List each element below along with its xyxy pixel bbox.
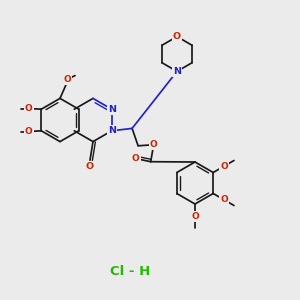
Text: O: O bbox=[220, 162, 228, 171]
Text: O: O bbox=[191, 212, 199, 221]
Text: N: N bbox=[108, 126, 116, 135]
Text: O: O bbox=[63, 75, 71, 84]
Text: O: O bbox=[173, 32, 181, 41]
Text: O: O bbox=[220, 195, 228, 204]
Text: O: O bbox=[86, 162, 94, 171]
Text: Cl - H: Cl - H bbox=[110, 265, 151, 278]
Text: O: O bbox=[150, 140, 158, 149]
Text: O: O bbox=[25, 127, 33, 136]
Text: O: O bbox=[132, 154, 140, 163]
Text: O: O bbox=[25, 104, 33, 113]
Text: N: N bbox=[108, 105, 116, 114]
Text: N: N bbox=[173, 67, 181, 76]
